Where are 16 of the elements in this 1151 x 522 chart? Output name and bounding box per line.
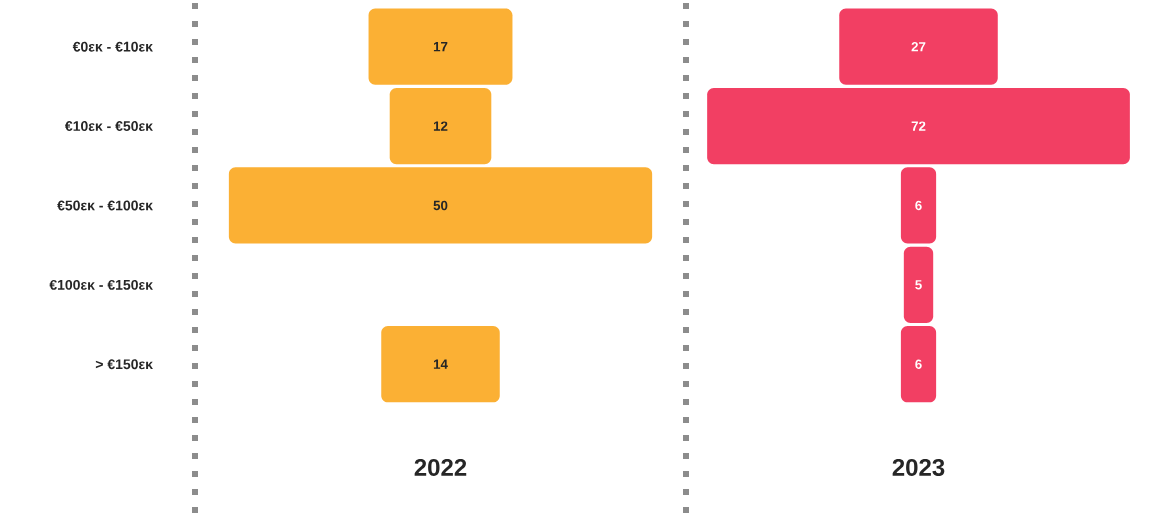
data-label: 17 (433, 42, 448, 52)
data-label: 50 (433, 200, 448, 211)
category-label: > €150εκ (95, 359, 153, 370)
data-label: 14 (433, 359, 448, 369)
data-label: 6 (915, 359, 922, 369)
data-label: 27 (911, 42, 926, 52)
text: 2023 (892, 458, 945, 476)
category-label: €50εκ - €100εκ (57, 200, 153, 211)
data-label: 5 (915, 280, 922, 290)
category-label: €0εκ - €10εκ (72, 41, 153, 52)
data-label: 12 (433, 121, 448, 131)
data-label: 6 (915, 200, 922, 211)
text: 2022 (414, 458, 467, 476)
category-label: €10εκ - €50εκ (64, 121, 153, 132)
category-label: €100εκ - €150εκ (49, 279, 153, 290)
data-label: 72 (911, 121, 926, 131)
